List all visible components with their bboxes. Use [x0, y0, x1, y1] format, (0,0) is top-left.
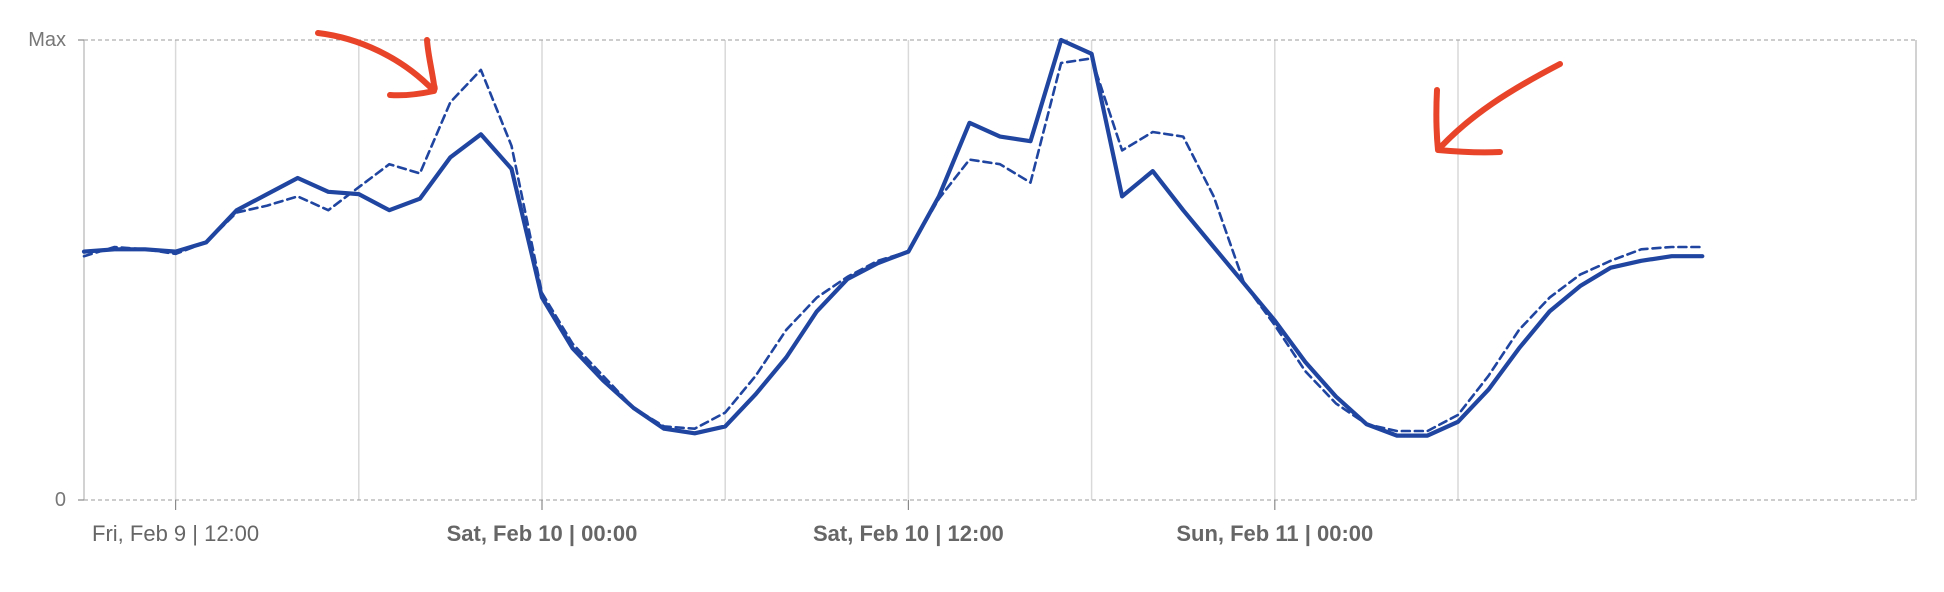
- y-axis-max-label: Max: [28, 29, 66, 51]
- solid-series-line: [81, 37, 1705, 438]
- dashed-series-line: [82, 57, 1704, 433]
- series-layer: [81, 37, 1705, 438]
- x-tick-label: Sun, Feb 11 | 00:00: [1176, 521, 1373, 546]
- y-axis-min-label: 0: [55, 489, 66, 511]
- axis-layer: [78, 39, 1917, 510]
- x-axis-labels: Fri, Feb 9 | 12:00 Sat, Feb 10 | 00:00 Sat…: [92, 521, 1373, 546]
- x-tick-label: Fri, Feb 9 | 12:00: [92, 521, 259, 546]
- x-tick-label: Sat, Feb 10 | 12:00: [813, 521, 1004, 546]
- annotation-arrow-left: [315, 30, 438, 99]
- grid-layer: [84, 39, 1916, 501]
- annotation-arrow-right: [1433, 61, 1563, 156]
- x-tick-label: Sat, Feb 10 | 00:00: [447, 521, 638, 546]
- annotation-layer: [315, 30, 1563, 156]
